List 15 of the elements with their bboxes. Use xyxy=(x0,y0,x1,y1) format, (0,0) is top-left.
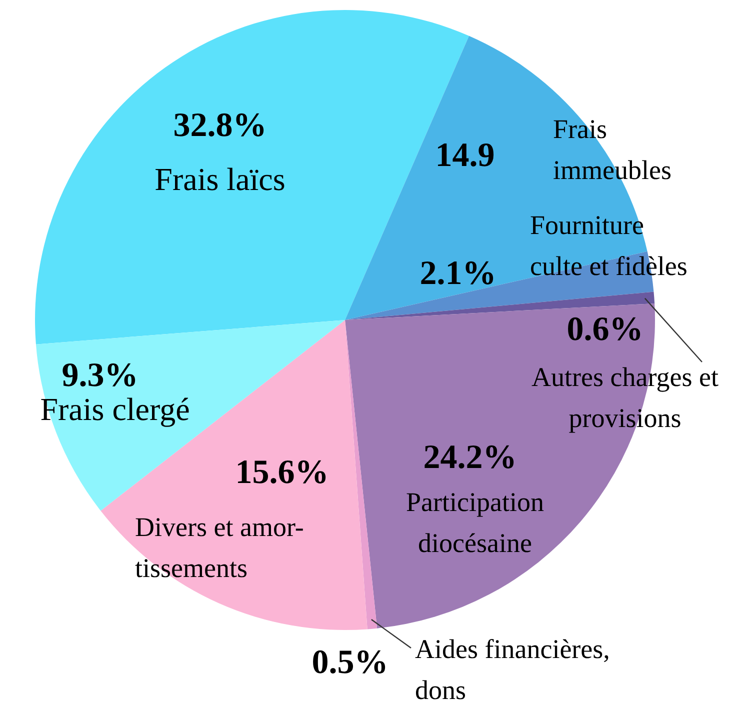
slice-label: Aides financières, dons xyxy=(415,634,610,704)
data-label: 24.2% xyxy=(423,438,517,476)
data-label: 0.5% xyxy=(312,644,388,681)
data-label: 9.3% xyxy=(62,356,138,394)
data-label: 0.6% xyxy=(566,310,644,348)
pie-slice xyxy=(345,320,378,630)
data-label: 32.8% xyxy=(173,106,267,144)
pie-slice xyxy=(36,320,345,511)
slice-label: Divers et amor- tissements xyxy=(135,512,304,584)
data-label: 14.9 xyxy=(435,136,495,174)
slice-label: Frais laïcs xyxy=(154,161,286,198)
data-label: 2.1% xyxy=(420,254,496,292)
slice-label: Frais clergé xyxy=(40,391,190,428)
slice-label: Participation diocésaine xyxy=(406,487,544,558)
data-label: 15.6% xyxy=(235,454,329,491)
